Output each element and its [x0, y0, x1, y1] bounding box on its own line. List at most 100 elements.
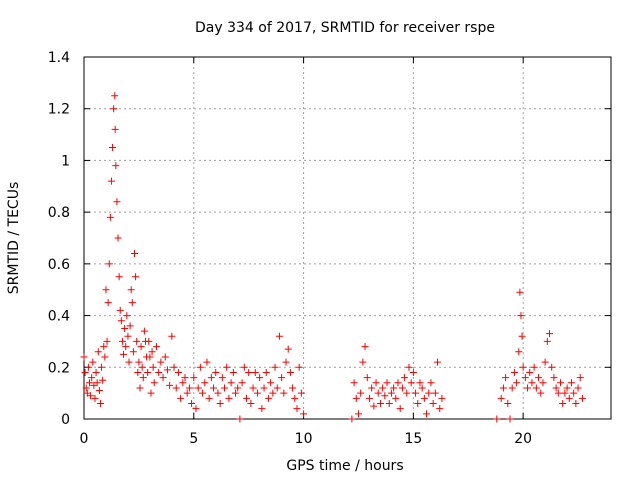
data-point — [177, 394, 185, 402]
data-point — [497, 394, 505, 402]
data-point — [136, 384, 144, 392]
data-point — [87, 392, 95, 400]
data-point — [438, 394, 446, 402]
data-point — [92, 368, 100, 376]
data-point — [139, 374, 147, 382]
data-point — [134, 368, 142, 376]
data-point — [427, 379, 435, 387]
y-tick-label: 0.4 — [48, 309, 70, 325]
data-point — [94, 348, 102, 356]
data-point — [245, 368, 253, 376]
data-point — [284, 345, 292, 353]
data-point — [576, 374, 584, 382]
data-point — [519, 363, 527, 371]
data-point — [149, 363, 157, 371]
data-point — [348, 415, 356, 423]
data-point — [550, 374, 558, 382]
data-point — [172, 384, 180, 392]
data-point — [116, 306, 124, 314]
y-tick-label: 1.2 — [48, 102, 70, 118]
data-point — [221, 384, 229, 392]
data-point — [409, 368, 417, 376]
data-point — [147, 389, 155, 397]
data-point — [118, 337, 126, 345]
data-point — [379, 384, 387, 392]
data-point — [114, 234, 122, 242]
data-point — [513, 379, 521, 387]
data-point — [572, 399, 580, 407]
data-point — [82, 384, 90, 392]
data-point — [524, 384, 532, 392]
x-tick-label: 20 — [514, 431, 532, 447]
data-point — [111, 125, 119, 133]
data-point — [88, 374, 96, 382]
data-point — [510, 368, 518, 376]
data-point — [423, 410, 431, 418]
data-point — [80, 353, 88, 361]
data-point — [170, 363, 178, 371]
data-point — [150, 379, 158, 387]
data-point — [516, 288, 524, 296]
data-point — [357, 389, 365, 397]
data-point — [398, 384, 406, 392]
data-point — [532, 384, 540, 392]
data-point — [111, 92, 119, 100]
data-point — [528, 379, 536, 387]
data-point — [122, 343, 130, 351]
data-point — [105, 260, 113, 268]
data-point — [100, 343, 108, 351]
data-point — [416, 379, 424, 387]
data-point — [286, 368, 294, 376]
data-point — [132, 273, 140, 281]
data-point — [113, 198, 121, 206]
data-point — [537, 389, 545, 397]
data-point — [234, 384, 242, 392]
data-point — [99, 376, 107, 384]
data-point — [216, 399, 224, 407]
data-point — [278, 374, 286, 382]
data-point — [229, 368, 237, 376]
y-tick-label: 0.8 — [48, 205, 70, 221]
data-point — [405, 363, 413, 371]
data-point — [493, 415, 501, 423]
data-point — [372, 379, 380, 387]
data-point — [297, 389, 305, 397]
data-point — [370, 402, 378, 410]
data-point — [390, 384, 398, 392]
data-point — [543, 337, 551, 345]
data-point — [361, 343, 369, 351]
data-point — [138, 363, 146, 371]
data-point — [188, 399, 196, 407]
data-point — [161, 353, 169, 361]
scatter-points — [80, 92, 586, 423]
data-point — [125, 358, 133, 366]
data-point — [240, 363, 248, 371]
data-point — [85, 379, 93, 387]
data-point — [431, 389, 439, 397]
data-point — [293, 405, 301, 413]
data-point — [223, 363, 231, 371]
data-point — [275, 332, 283, 340]
data-point — [504, 399, 512, 407]
data-point — [190, 374, 198, 382]
data-point — [218, 374, 226, 382]
data-point — [129, 348, 137, 356]
data-point — [420, 394, 428, 402]
data-point — [363, 374, 371, 382]
data-point — [350, 379, 358, 387]
data-point — [131, 250, 139, 258]
data-point — [104, 299, 112, 307]
data-point — [518, 332, 526, 340]
data-point — [81, 368, 89, 376]
data-point — [381, 392, 389, 400]
data-point — [148, 348, 156, 356]
data-point — [115, 273, 123, 281]
data-point — [352, 394, 360, 402]
data-point — [101, 353, 109, 361]
data-point — [412, 389, 420, 397]
data-point — [554, 389, 562, 397]
chart-title: Day 334 of 2017, SRMTID for receiver rsp… — [195, 20, 495, 36]
data-point — [548, 363, 556, 371]
data-point — [262, 368, 270, 376]
